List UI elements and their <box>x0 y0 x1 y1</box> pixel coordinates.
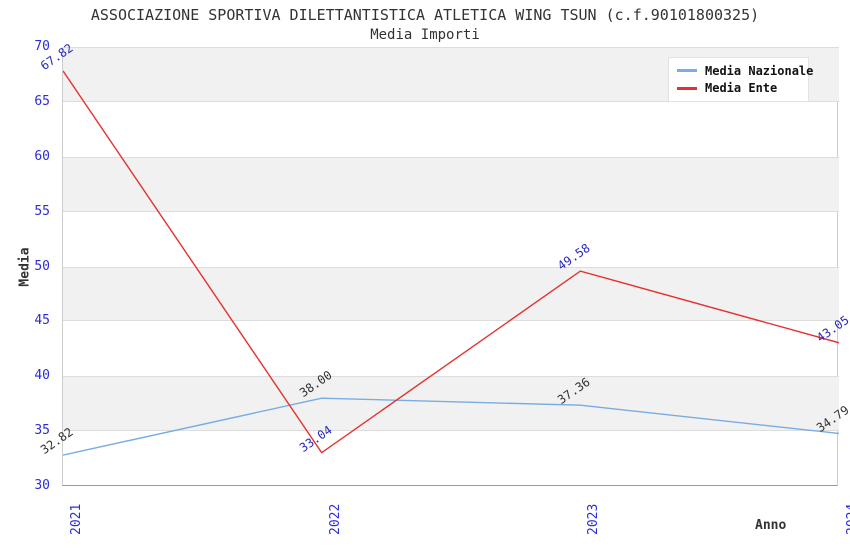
series-line-media-ente <box>63 70 839 454</box>
grid-band <box>63 266 839 322</box>
x-axis-label: Anno <box>755 518 787 533</box>
x-tick-label: 2022 <box>327 503 343 535</box>
legend-label: Media Nazionale <box>705 63 814 78</box>
x-tick-label: 2023 <box>586 503 602 535</box>
y-tick-label: 45 <box>34 313 50 329</box>
y-tick-label: 35 <box>34 423 50 439</box>
y-tick-label: 50 <box>34 258 50 274</box>
x-tick-label: 2024 <box>845 503 850 535</box>
legend-item-media-ente: Media Ente <box>669 81 808 95</box>
y-tick-label: 55 <box>34 203 50 219</box>
y-tick-label: 65 <box>34 93 50 109</box>
chart-title: ASSOCIAZIONE SPORTIVA DILETTANTISTICA AT… <box>90 6 760 24</box>
legend-line-sample-ente-icon <box>677 86 697 90</box>
y-tick-label: 60 <box>34 148 50 164</box>
chart-subtitle: Media Importi <box>370 27 480 43</box>
legend-item-media-nazionale: Media Nazionale <box>669 64 813 78</box>
series-line-media-nazionale <box>63 397 839 456</box>
plot-area <box>62 47 839 486</box>
grid-band <box>63 376 839 432</box>
grid-band <box>63 156 839 212</box>
x-tick-label: 2021 <box>69 503 84 535</box>
legend-line-sample-nazionale-icon <box>677 69 697 73</box>
y-tick-label: 70 <box>34 39 50 54</box>
series-lines <box>63 70 839 456</box>
y-tick-label: 30 <box>34 478 50 493</box>
legend-label: Media Ente <box>705 81 778 96</box>
legend: Media Nazionale Media Ente <box>668 57 813 102</box>
y-tick-label: 40 <box>34 368 50 384</box>
